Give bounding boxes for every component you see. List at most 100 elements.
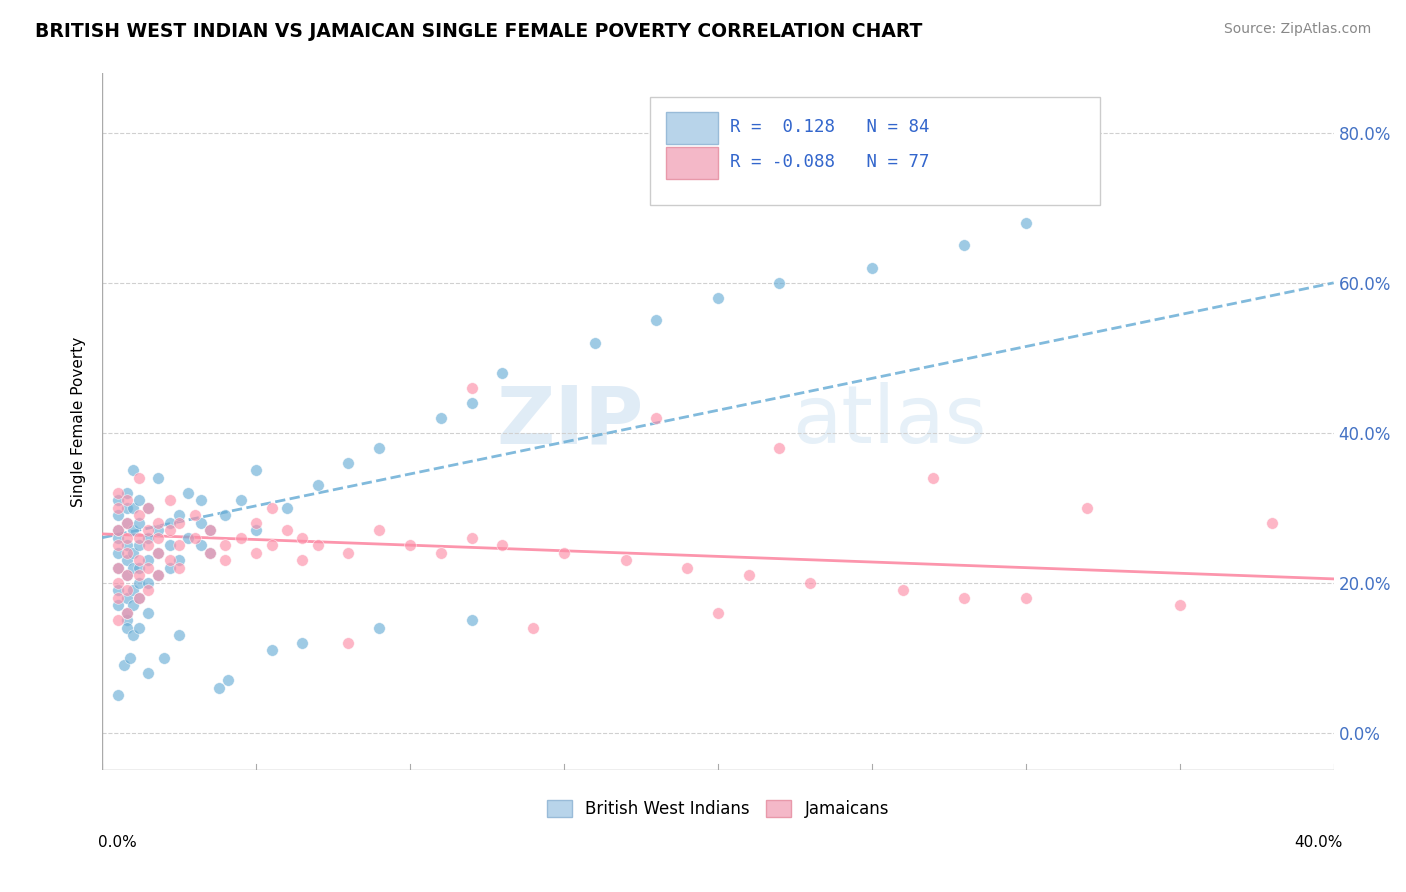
Point (138, 606, 160, 620)
Point (190, 516, 212, 530)
Point (128, 471, 150, 485)
Point (229, 493, 252, 508)
Y-axis label: Single Female Poverty: Single Female Poverty (72, 336, 86, 507)
Point (138, 500, 160, 515)
Legend: British West Indians, Jamaicans: British West Indians, Jamaicans (540, 793, 896, 824)
Point (190, 493, 212, 508)
Point (768, 441, 790, 455)
Point (122, 523, 145, 537)
Point (122, 463, 145, 477)
Point (614, 553, 637, 567)
Point (107, 591, 129, 605)
Point (208, 681, 231, 695)
Point (491, 538, 513, 552)
Point (645, 313, 668, 327)
Point (128, 591, 150, 605)
Point (138, 500, 160, 515)
Point (1384, 546, 1406, 560)
Text: R = -0.088   N = 77: R = -0.088 N = 77 (730, 153, 929, 171)
Point (146, 523, 169, 537)
Text: 40.0%: 40.0% (1295, 836, 1343, 850)
Point (159, 523, 181, 537)
Point (115, 485, 138, 500)
Point (214, 508, 236, 523)
Point (122, 560, 145, 574)
Point (291, 531, 314, 545)
Point (460, 381, 482, 395)
Point (922, 471, 945, 485)
Point (198, 523, 221, 537)
Point (107, 493, 129, 508)
Point (115, 606, 138, 620)
FancyBboxPatch shape (666, 147, 718, 179)
Text: R =  0.128   N = 84: R = 0.128 N = 84 (730, 119, 929, 136)
Point (128, 591, 150, 605)
Point (115, 621, 138, 635)
Point (159, 516, 181, 530)
Point (276, 500, 298, 515)
Point (245, 516, 267, 530)
Point (159, 560, 181, 574)
Point (138, 523, 160, 537)
Point (128, 621, 150, 635)
Point (107, 575, 129, 590)
Point (128, 568, 150, 582)
Point (430, 410, 453, 425)
Point (107, 531, 129, 545)
Point (177, 531, 200, 545)
Point (115, 591, 138, 605)
Point (115, 538, 138, 552)
Point (107, 560, 129, 574)
Point (115, 613, 138, 627)
Point (307, 478, 329, 492)
Point (128, 553, 150, 567)
Point (460, 396, 482, 410)
Point (214, 538, 236, 552)
Point (260, 500, 283, 515)
Point (183, 531, 205, 545)
Point (190, 538, 212, 552)
Point (122, 583, 145, 598)
Point (115, 516, 138, 530)
Point (146, 471, 169, 485)
Point (229, 531, 252, 545)
Point (146, 531, 169, 545)
Point (128, 531, 150, 545)
Point (799, 575, 821, 590)
Point (115, 583, 138, 598)
Point (217, 673, 239, 687)
Point (522, 621, 544, 635)
Point (177, 485, 200, 500)
Text: BRITISH WEST INDIAN VS JAMAICAN SINGLE FEMALE POVERTY CORRELATION CHART: BRITISH WEST INDIAN VS JAMAICAN SINGLE F… (35, 22, 922, 41)
Point (707, 291, 730, 305)
Point (738, 568, 761, 582)
Point (1076, 500, 1098, 515)
Point (112, 658, 135, 673)
Point (260, 643, 283, 657)
Point (122, 500, 145, 515)
Point (553, 546, 575, 560)
Point (430, 546, 453, 560)
Point (198, 546, 221, 560)
Point (107, 560, 129, 574)
Point (460, 531, 482, 545)
Point (128, 516, 150, 530)
Point (115, 516, 138, 530)
Point (115, 500, 138, 515)
Point (276, 523, 298, 537)
Point (167, 553, 190, 567)
Point (107, 538, 129, 552)
Point (860, 260, 883, 275)
Point (167, 560, 190, 574)
Point (1261, 516, 1284, 530)
Point (138, 553, 160, 567)
Point (107, 613, 129, 627)
Text: ZIP: ZIP (496, 383, 644, 460)
Point (138, 583, 160, 598)
Point (167, 628, 190, 642)
Point (115, 493, 138, 508)
Point (115, 568, 138, 582)
Point (583, 335, 606, 350)
Point (291, 553, 314, 567)
Point (183, 508, 205, 523)
